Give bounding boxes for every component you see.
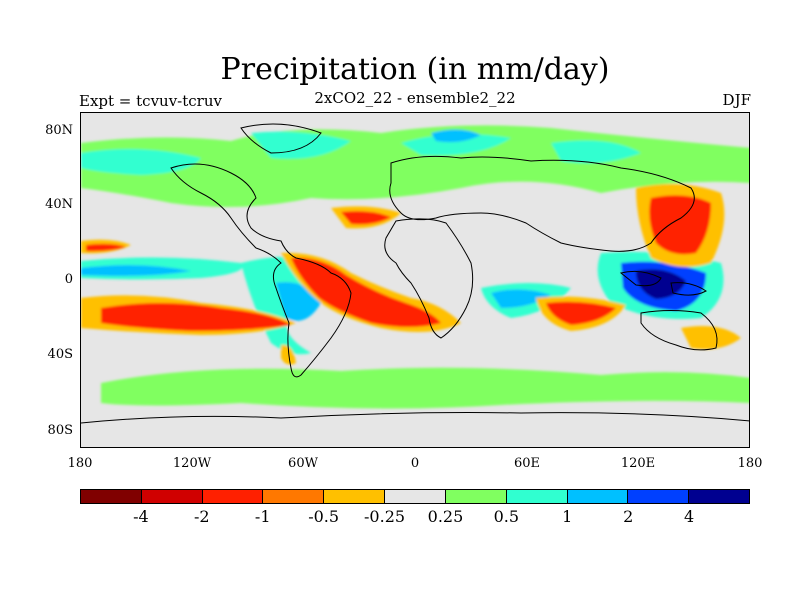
precipitation-map [80, 112, 750, 448]
lon-tick-60e: 60E [513, 456, 541, 471]
lat-tick-40s: 40S [47, 347, 73, 362]
lon-tick-120w: 120W [172, 456, 212, 471]
coastlines [81, 123, 749, 424]
colorbar-swatch [141, 490, 203, 503]
colorbar-swatch [445, 490, 507, 503]
colorbar-label: -0.5 [308, 507, 340, 526]
colorbar-swatch [263, 490, 325, 503]
colorbar-swatch [689, 490, 749, 503]
colorbar-swatch [202, 490, 264, 503]
colorbar-label: -1 [254, 507, 271, 526]
lon-tick-0: 0 [410, 456, 420, 471]
colorbar-label: -0.25 [364, 507, 406, 526]
lat-tick-0: 0 [64, 272, 73, 287]
colorbar-label: -2 [194, 507, 210, 526]
plot-title: Precipitation (in mm/day) [220, 52, 610, 87]
colorbar [80, 489, 750, 504]
lat-tick-80n: 80N [45, 123, 73, 138]
season-label: DJF [722, 91, 751, 109]
colorbar-swatch [506, 490, 568, 503]
lon-tick-60w: 60W [288, 456, 318, 471]
colorbar-swatch [628, 490, 690, 503]
precip-contours [81, 125, 749, 409]
lat-tick-80s: 80S [47, 423, 73, 438]
colorbar-swatch [567, 490, 629, 503]
lon-tick-120e: 120E [620, 456, 656, 471]
colorbar-swatch [324, 490, 386, 503]
colorbar-swatch [385, 490, 446, 503]
colorbar-label: 2 [623, 507, 634, 526]
colorbar-label: 1 [562, 507, 573, 526]
lon-tick-180w: 180 [67, 456, 93, 471]
colorbar-swatch [81, 490, 142, 503]
lat-tick-40n: 40N [45, 197, 73, 212]
colorbar-label: -4 [133, 507, 149, 526]
colorbar-label: 0.25 [427, 507, 464, 526]
experiment-label: Expt = tcvuv-tcruv [79, 92, 222, 110]
colorbar-label: 0.5 [493, 507, 520, 526]
colorbar-label: 4 [683, 507, 695, 526]
plot-subtitle: 2xCO2_22 - ensemble2_22 [314, 89, 516, 107]
lon-tick-180e: 180 [737, 456, 763, 471]
